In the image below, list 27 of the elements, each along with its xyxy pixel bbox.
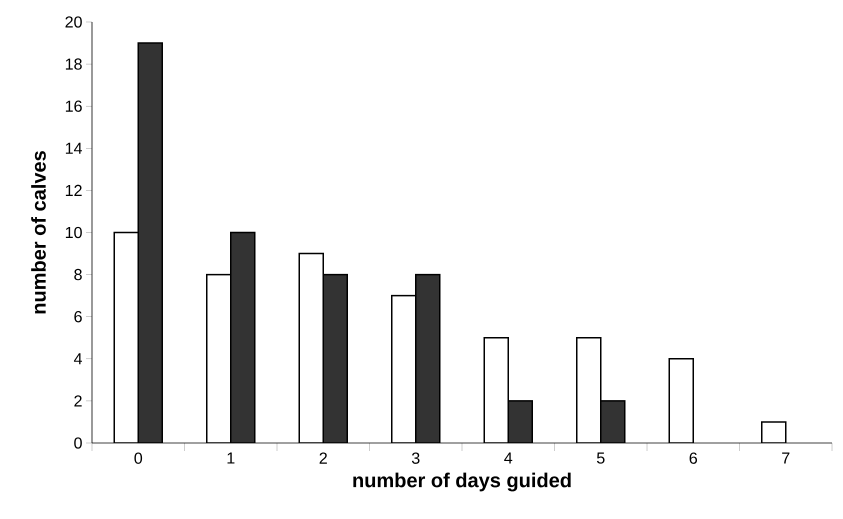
y-tick-label: 20 [65, 16, 82, 28]
x-axis-title: number of days guided [353, 472, 571, 492]
x-tick-label: 2 [320, 452, 327, 464]
y-tick-label: 12 [66, 184, 82, 196]
bar [600, 400, 626, 443]
x-tick-label: 1 [228, 452, 234, 464]
x-tick-label: 7 [782, 452, 790, 464]
x-tick-label: 3 [412, 452, 420, 464]
x-tick-label: 4 [504, 452, 512, 464]
bar [508, 400, 534, 443]
x-tick-label: 0 [134, 452, 142, 464]
y-tick-label: 14 [66, 142, 82, 154]
bar [230, 232, 256, 443]
x-tick-label: 6 [690, 452, 698, 464]
bar [322, 274, 348, 443]
bar [138, 42, 163, 443]
bar [415, 274, 441, 443]
y-axis-title: number of calves [31, 151, 46, 314]
x-tick-label: 5 [596, 452, 605, 464]
y-tick-label: 8 [74, 268, 82, 280]
y-tick-label: 10 [66, 226, 82, 238]
y-tick-label: 16 [66, 100, 82, 112]
y-tick-label: 18 [66, 58, 82, 70]
y-tick-label: 4 [74, 353, 82, 364]
y-tick-label: 0 [74, 437, 82, 449]
y-tick-label: 2 [74, 395, 82, 406]
y-tick-label: 6 [74, 311, 82, 322]
